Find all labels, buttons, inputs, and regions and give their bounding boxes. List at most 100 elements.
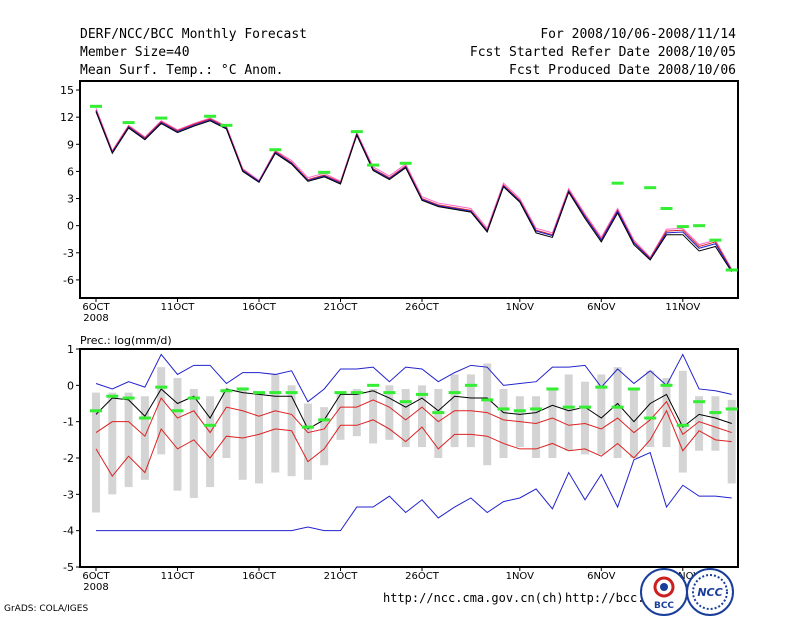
start-date-label: Fcst Started Refer Date 2008/10/05: [469, 45, 736, 60]
prec-obs-marker: [481, 398, 494, 402]
temp-y-tick-label: 9: [67, 138, 74, 151]
prec-y-tick-label: -2: [63, 452, 74, 465]
prec-spread-box: [646, 370, 655, 448]
temp-obs-marker: [269, 148, 282, 152]
temp-y-tick-label: -6: [63, 274, 74, 287]
prec-obs-marker: [676, 423, 689, 427]
temp-x-tick-label: 11NOV: [665, 302, 700, 313]
prec-spread-box: [108, 392, 117, 495]
temp-obs-marker: [611, 181, 624, 185]
prec-obs-marker: [138, 416, 151, 420]
prec-y-tick-label: -3: [63, 488, 74, 501]
prec-x-tick-label: 26OCT: [405, 571, 440, 582]
prec-series-red-mid: [95, 397, 732, 438]
temp-y-tick-label: 3: [67, 193, 74, 206]
prec-series-red-lower: [95, 409, 732, 478]
prec-spread-box: [157, 367, 166, 455]
temp-obs-marker: [725, 268, 738, 272]
prec-obs-marker: [285, 391, 298, 395]
prec-obs-marker: [90, 409, 102, 413]
prec-spread-box: [352, 388, 361, 437]
temp-obs-marker: [399, 161, 412, 165]
prec-obs-marker: [334, 391, 347, 395]
temp-obs-marker: [367, 163, 380, 167]
temp-obs-marker: [90, 104, 102, 108]
prec-x-tick-label: 1NOV: [506, 571, 535, 582]
prec-obs-marker: [611, 405, 624, 409]
prec-spread-box: [678, 370, 687, 473]
variable-label: Mean Surf. Temp.: °C Anom.: [80, 63, 284, 78]
prec-obs-marker: [579, 405, 591, 409]
temp-obs-marker: [644, 186, 657, 190]
temp-x-tick-label: 1NOV: [506, 302, 535, 313]
temp-y-tick-label: 12: [60, 111, 74, 124]
prec-spread-box: [711, 396, 720, 451]
prec-obs-marker: [383, 391, 396, 395]
prec-obs-marker: [562, 405, 575, 409]
prec-spread-box: [271, 374, 280, 473]
temp-obs-marker: [155, 116, 168, 120]
bcc-logo: BCC: [640, 568, 688, 616]
prec-x-tick-label: 16OCT: [242, 571, 277, 582]
temp-obs-marker: [318, 170, 331, 174]
prec-spread-box: [320, 407, 329, 466]
prec-obs-marker: [530, 407, 543, 411]
prec-spread-box: [238, 388, 247, 480]
prec-y-tick-label: 1: [67, 343, 74, 356]
prec-spread-box: [613, 367, 622, 458]
url-bcc-link[interactable]: http://bcc.: [565, 591, 645, 605]
prec-obs-marker: [106, 394, 119, 398]
prec-panel-title: Prec.: log(mm/d): [80, 334, 172, 347]
prec-obs-marker: [236, 387, 249, 391]
prec-obs-marker: [350, 391, 363, 395]
bcc-logo-text: BCC: [654, 601, 674, 611]
prec-obs-marker: [187, 396, 200, 400]
prec-series-black-mean: [95, 388, 732, 430]
prec-obs-marker: [464, 383, 477, 387]
prec-obs-marker: [253, 391, 265, 395]
prec-obs-marker: [301, 425, 314, 429]
prec-year-label: 2008: [83, 582, 108, 593]
temp-series-black: [95, 111, 733, 273]
prec-spread-box: [173, 378, 182, 491]
url-china-link[interactable]: http://ncc.cma.gov.cn(ch): [383, 591, 564, 605]
temp-x-tick-label: 6NOV: [587, 302, 616, 313]
prec-obs-marker: [155, 385, 168, 389]
prec-obs-marker: [709, 411, 722, 415]
ncc-logo: NCC: [686, 568, 734, 616]
prec-spread-box: [303, 403, 312, 480]
prec-spread-box: [532, 396, 541, 458]
prec-obs-marker: [595, 385, 608, 389]
member-size-label: Member Size=40: [80, 45, 190, 60]
ncc-logo-text: NCC: [697, 586, 722, 599]
prec-obs-marker: [318, 418, 331, 422]
temp-x-tick-label: 16OCT: [242, 302, 277, 313]
bcc-logo-icon: BCC: [653, 576, 675, 611]
prec-spread-box: [418, 385, 426, 448]
prec-spread-box: [483, 363, 492, 466]
forecast-period-label: For 2008/10/06-2008/11/14: [540, 27, 736, 42]
prec-obs-marker: [693, 400, 706, 404]
temp-obs-marker: [676, 225, 689, 229]
prec-obs-marker: [416, 392, 428, 396]
temp-y-tick-label: 0: [67, 220, 74, 233]
prec-spread-box: [369, 388, 378, 444]
prec-spread-box: [662, 378, 671, 448]
prec-spread-box: [695, 396, 704, 451]
prec-obs-marker: [497, 407, 510, 411]
temp-series-magenta: [95, 107, 733, 270]
prec-spread-box: [124, 392, 133, 488]
prec-spread-box: [434, 388, 443, 458]
prec-x-tick-label: 21OCT: [324, 571, 359, 582]
prec-spread-box: [385, 385, 394, 440]
prec-obs-marker: [122, 396, 135, 400]
prec-obs-marker: [220, 389, 233, 393]
prec-spread-box: [92, 392, 100, 513]
temp-obs-marker: [122, 121, 135, 125]
grads-credit: GrADS: COLA/IGES: [4, 604, 89, 614]
prec-spread-box: [189, 388, 198, 498]
temp-obs-marker: [693, 224, 706, 228]
prec-spread-box: [727, 399, 736, 484]
prec-y-tick-label: -1: [63, 416, 74, 429]
